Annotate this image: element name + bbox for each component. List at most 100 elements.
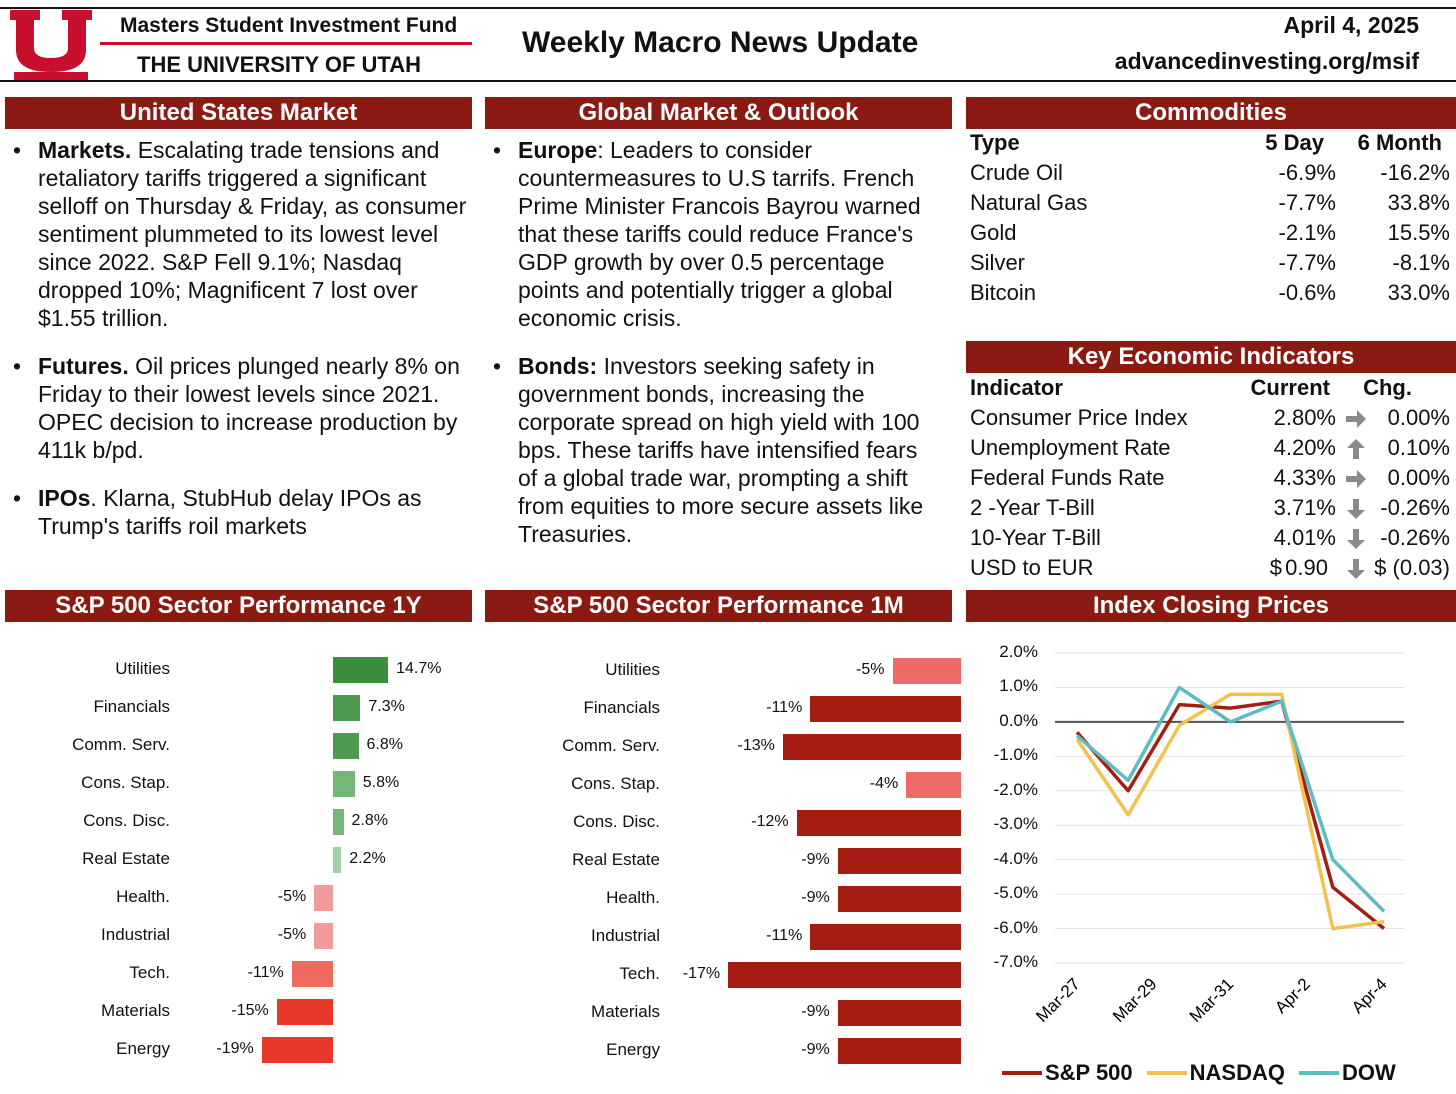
- table-cell: -16.2%: [1380, 160, 1450, 185]
- item-lead: IPOs: [38, 485, 91, 511]
- value-label: 2.8%: [351, 812, 388, 829]
- list-item: • Futures. Oil prices plunged nearly 8% …: [5, 352, 467, 464]
- value-label: -9%: [801, 1041, 830, 1058]
- column-header: 5 Day: [1265, 130, 1324, 155]
- y-tick-label: 1.0%: [999, 676, 1038, 696]
- category-label: Tech.: [129, 963, 170, 982]
- table-cell: 0.00%: [1387, 465, 1450, 490]
- bar: [333, 695, 361, 721]
- value-label: -5%: [277, 926, 307, 943]
- commodities-heading: Commodities: [966, 97, 1456, 129]
- table-cell: 15.5%: [1387, 220, 1450, 245]
- bar: [906, 772, 961, 798]
- table-cell: Crude Oil: [970, 160, 1063, 185]
- bar: [333, 847, 342, 873]
- category-label: Real Estate: [82, 849, 170, 868]
- table-cell: 33.0%: [1387, 280, 1450, 305]
- table-cell: 33.8%: [1387, 190, 1450, 215]
- y-tick-label: -1.0%: [993, 745, 1038, 765]
- y-tick-label: -7.0%: [993, 952, 1038, 971]
- bar: [333, 733, 359, 759]
- category-label: Financials: [583, 698, 660, 717]
- bar: [276, 999, 333, 1025]
- value-label: -4%: [869, 775, 899, 792]
- arrow-down-icon: [1347, 559, 1365, 579]
- table-row: USD to EUR $0.90 $ (0.03): [970, 555, 1454, 585]
- header-rule: [0, 80, 1456, 82]
- indicators-heading: Key Economic Indicators: [966, 341, 1456, 373]
- value-label: -13%: [737, 737, 775, 754]
- legend-item: DOW: [1299, 1060, 1396, 1086]
- arrow-up-icon: [1347, 439, 1365, 459]
- bar: [810, 924, 961, 950]
- series-line-s-p-500: [1075, 699, 1386, 930]
- arrow-right-icon: [1346, 410, 1366, 428]
- item-text: Escalating trade tensions and retaliator…: [38, 137, 467, 331]
- university-of-utah-logo: [10, 10, 92, 80]
- bar: [796, 810, 961, 836]
- table-cell: Federal Funds Rate: [970, 465, 1165, 490]
- table-row: Silver -7.7% -8.1%: [970, 250, 1454, 280]
- us-market-list: • Markets. Escalating trade tensions and…: [5, 136, 467, 560]
- bar: [291, 961, 333, 987]
- category-label: Cons. Stap.: [571, 774, 660, 793]
- table-cell: 2.80%: [1273, 405, 1336, 430]
- university-name: THE UNIVERSITY OF UTAH: [137, 52, 421, 77]
- bar: [837, 848, 961, 874]
- table-row: Crude Oil -6.9% -16.2%: [970, 160, 1454, 190]
- bar: [782, 734, 961, 760]
- y-tick-label: -3.0%: [993, 814, 1038, 834]
- table-header-row: Indicator Current Chg.: [970, 375, 1454, 405]
- arrow-down-icon: [1347, 529, 1365, 549]
- item-text: : Leaders to consider countermeasures to…: [518, 137, 921, 331]
- fund-name: Masters Student Investment Fund: [120, 14, 458, 37]
- category-label: Industrial: [591, 926, 660, 945]
- list-item: • Markets. Escalating trade tensions and…: [5, 136, 467, 332]
- website-link[interactable]: advancedinvesting.org/msif: [1114, 48, 1419, 74]
- category-label: Cons. Disc.: [83, 811, 170, 830]
- value-label: 2.2%: [349, 850, 386, 867]
- bar: [261, 1037, 333, 1063]
- global-market-heading: Global Market & Outlook: [485, 97, 952, 129]
- arrow-down-icon: [1347, 499, 1365, 519]
- table-cell: 3.71%: [1273, 495, 1336, 520]
- legend-label: DOW: [1342, 1060, 1396, 1085]
- sector-1m-heading: S&P 500 Sector Performance 1M: [485, 590, 952, 622]
- bar: [837, 886, 961, 912]
- bar: [333, 809, 344, 835]
- value-label: -5%: [856, 661, 885, 678]
- table-row: Natural Gas -7.7% 33.8%: [970, 190, 1454, 220]
- column-header: Current: [1250, 375, 1330, 400]
- table-row: Unemployment Rate 4.20% 0.10%: [970, 435, 1454, 465]
- bar: [728, 962, 961, 988]
- table-cell: 0.10%: [1387, 435, 1450, 460]
- item-text: Oil prices plunged nearly 8% on Friday t…: [38, 353, 460, 463]
- bullet-icon: •: [13, 485, 22, 511]
- y-tick-label: -4.0%: [993, 848, 1038, 868]
- category-label: Financials: [93, 697, 170, 716]
- category-label: Real Estate: [572, 850, 660, 869]
- indicators-table: Indicator Current Chg. Consumer Price In…: [970, 375, 1454, 585]
- category-label: Energy: [606, 1040, 660, 1059]
- header-divider: [100, 42, 472, 45]
- table-cell: 0.90: [1285, 555, 1328, 580]
- category-label: Cons. Disc.: [573, 812, 660, 831]
- legend-swatch: [1002, 1071, 1042, 1075]
- legend-item: NASDAQ: [1146, 1060, 1285, 1086]
- item-lead: Futures.: [38, 353, 129, 379]
- us-market-heading: United States Market: [5, 97, 472, 129]
- document-title: Weekly Macro News Update: [522, 26, 919, 59]
- table-row: Bitcoin -0.6% 33.0%: [970, 280, 1454, 310]
- value-label: 6.8%: [366, 736, 403, 753]
- global-market-list: • Europe: Leaders to consider countermea…: [485, 136, 937, 568]
- table-cell: 2 -Year T-Bill: [970, 495, 1095, 520]
- table-row: Gold -2.1% 15.5%: [970, 220, 1454, 250]
- category-label: Tech.: [619, 964, 660, 983]
- category-label: Comm. Serv.: [562, 736, 660, 755]
- x-tick-label: Mar-29: [1109, 974, 1161, 1026]
- category-label: Utilities: [605, 660, 660, 679]
- category-label: Materials: [101, 1001, 170, 1020]
- table-cell: Unemployment Rate: [970, 435, 1171, 460]
- bar: [837, 1000, 961, 1026]
- y-tick-label: 0.0%: [999, 710, 1038, 730]
